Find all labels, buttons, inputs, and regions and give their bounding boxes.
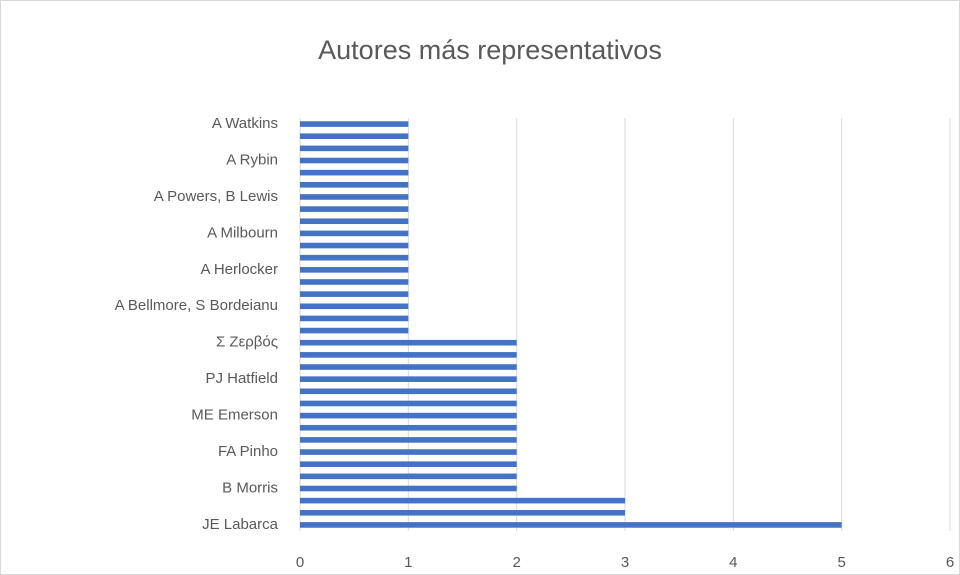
y-tick-label: A Herlocker	[200, 261, 278, 278]
y-tick-label: A Milbourn	[207, 224, 278, 241]
x-tick-label: 5	[837, 554, 845, 571]
y-tick-label: FA Pinho	[218, 443, 278, 460]
bar	[300, 352, 517, 358]
x-tick-label: 2	[512, 554, 520, 571]
y-tick-label: JE Labarca	[202, 516, 279, 533]
bar	[300, 267, 409, 273]
bar	[300, 461, 517, 467]
bar	[300, 497, 625, 504]
bar	[300, 339, 517, 346]
y-tick-label: Σ Ζερβός	[216, 334, 278, 351]
y-tick-label: PJ Hatfield	[205, 370, 278, 387]
bar	[300, 449, 517, 455]
x-tick-label: 3	[621, 554, 629, 571]
bar	[300, 522, 842, 528]
bar	[300, 424, 517, 431]
bar	[300, 400, 517, 407]
bar	[300, 279, 409, 285]
bar	[300, 388, 517, 395]
bar	[300, 145, 409, 152]
bar	[300, 121, 409, 127]
bar	[300, 291, 409, 297]
bar	[300, 364, 517, 370]
y-tick-label: ME Emerson	[191, 407, 278, 424]
y-tick-label: A Rybin	[226, 151, 278, 168]
bar	[300, 412, 517, 419]
bar	[300, 315, 409, 322]
y-tick-label: B Morris	[222, 479, 278, 496]
x-tick-label: 4	[729, 554, 737, 571]
bar	[300, 133, 409, 140]
bar	[300, 485, 517, 492]
bar	[300, 473, 517, 480]
bar	[300, 182, 409, 188]
bar	[300, 303, 409, 310]
bar	[300, 437, 517, 443]
bar	[300, 376, 517, 382]
y-tick-label: A Watkins	[212, 115, 278, 132]
y-tick-label: A Bellmore, S Bordeianu	[115, 297, 278, 314]
chart-title: Autores más representativos	[318, 35, 662, 65]
x-tick-label: 0	[296, 554, 304, 571]
bar	[300, 254, 409, 261]
bar	[300, 157, 409, 164]
bar	[300, 194, 409, 200]
y-tick-label: A Powers, B Lewis	[154, 188, 278, 205]
x-tick-label: 6	[946, 554, 954, 571]
bar	[300, 230, 409, 237]
bar	[300, 509, 625, 516]
bar	[300, 242, 409, 249]
bar	[300, 206, 409, 212]
bar	[300, 327, 409, 334]
bar	[300, 218, 409, 225]
bar	[300, 169, 409, 176]
x-tick-label: 1	[404, 554, 412, 571]
